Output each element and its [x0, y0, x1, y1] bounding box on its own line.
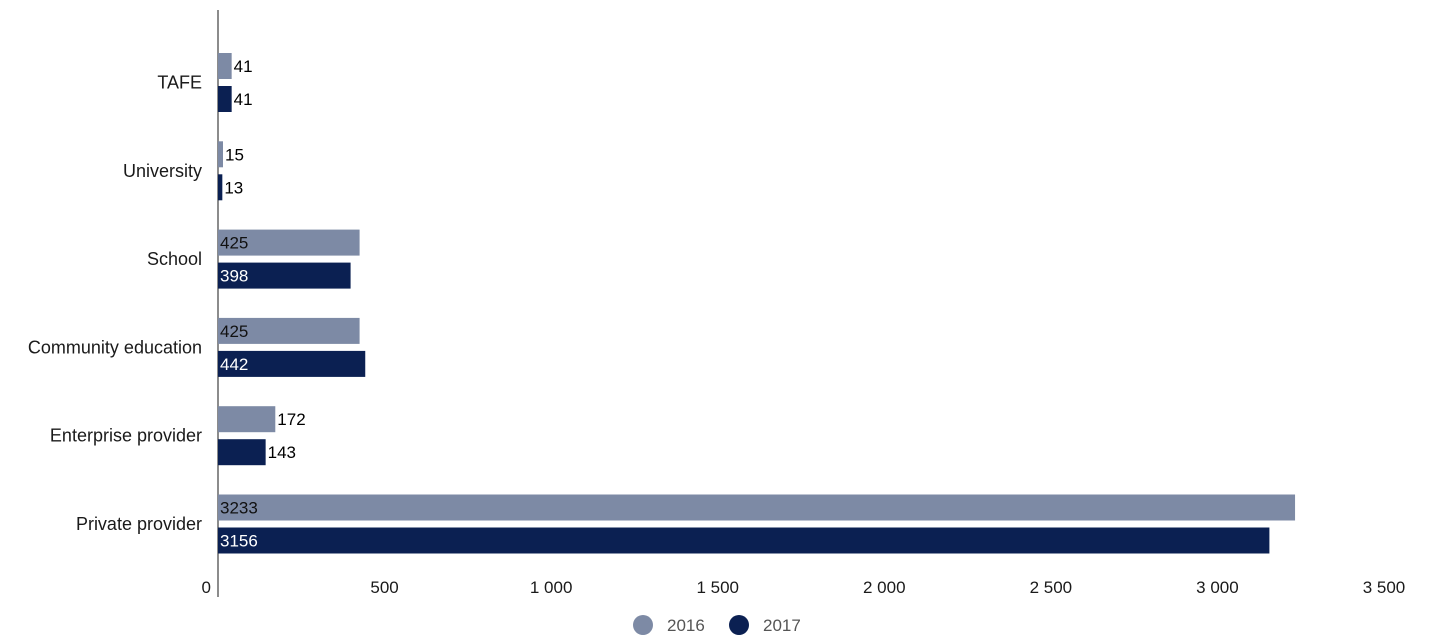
x-tick-label: 500	[370, 578, 398, 597]
category-label: Enterprise provider	[50, 426, 202, 446]
data-label: 442	[220, 355, 248, 374]
legend-marker-2017	[729, 615, 749, 635]
x-tick-label: 0	[202, 578, 211, 597]
bar-2016	[218, 317, 360, 344]
category-label: University	[123, 161, 202, 181]
value-labels: 41 41 15 13 425 398 425 442 172 143 3233 3156	[220, 57, 306, 551]
category-label: TAFE	[157, 73, 202, 93]
legend-label: 2017	[763, 616, 801, 635]
x-tick-label: 1 500	[696, 578, 739, 597]
bar-2016	[218, 229, 360, 256]
bar-2017	[218, 174, 223, 201]
bar-2017	[218, 86, 232, 112]
bar-2016	[218, 53, 232, 79]
data-label: 15	[225, 145, 244, 164]
category-label: Community education	[28, 337, 202, 357]
data-label: 425	[220, 234, 248, 253]
bar-2017	[218, 350, 366, 377]
data-label: 398	[220, 267, 248, 286]
x-tick-label: 2 000	[863, 578, 906, 597]
x-tick-label: 3 000	[1196, 578, 1239, 597]
x-tick-label: 2 500	[1030, 578, 1073, 597]
category-labels: TAFE University School Community education E…	[28, 73, 202, 535]
bar-2017	[218, 262, 351, 289]
bar-2017	[218, 527, 1270, 554]
data-label: 3233	[220, 499, 258, 518]
bar-2016	[218, 406, 276, 433]
data-label: 143	[268, 443, 296, 462]
data-label: 425	[220, 322, 248, 341]
x-tick-label: 1 000	[530, 578, 573, 597]
x-tick-label: 3 500	[1363, 578, 1406, 597]
bar-2016	[218, 141, 223, 168]
data-label: 3156	[220, 532, 258, 551]
data-label: 172	[277, 410, 305, 429]
legend-label: 2016	[667, 616, 705, 635]
data-label: 41	[234, 57, 253, 76]
data-label: 13	[224, 178, 243, 197]
legend: 2016 2017	[633, 615, 801, 635]
x-axis-tick-labels: 0 500 1 000 1 500 2 000 2 500 3 000 3 500	[202, 578, 1406, 597]
data-label: 41	[234, 90, 253, 109]
category-label: School	[147, 249, 202, 269]
bar-2016	[218, 494, 1296, 521]
bar-2017	[218, 439, 266, 466]
bars	[218, 53, 1296, 554]
legend-marker-2016	[633, 615, 653, 635]
category-label: Private provider	[76, 514, 202, 534]
